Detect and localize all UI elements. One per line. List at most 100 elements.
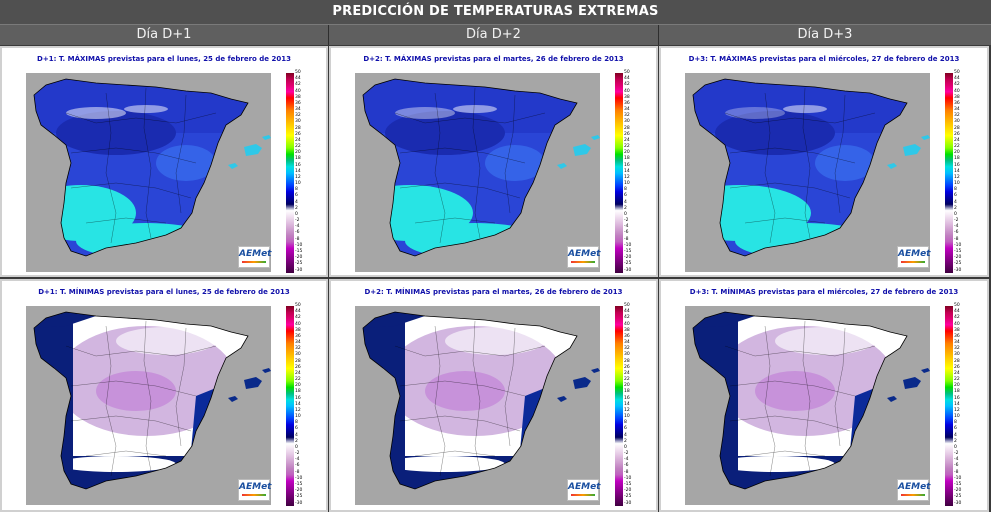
temperature-map	[685, 73, 930, 272]
scale-tick-label: 38	[954, 327, 960, 333]
map-title: D+3: T. MÍNIMAS previstas para el miérco…	[689, 288, 959, 296]
map-panel-max-d1: D+1: T. MÁXIMAS previstas para el lunes,…	[0, 46, 328, 277]
scale-tick-label: 12	[954, 174, 960, 180]
scale-tick-label: 38	[954, 94, 960, 100]
scale-tick-label: 18	[295, 389, 301, 395]
scale-tick-label: 34	[624, 340, 630, 346]
scale-tick-label: 18	[624, 156, 630, 162]
scale-tick-label: 26	[954, 364, 960, 370]
color-scale-labels: 50 44 42 40 38 36 34 32 30 28 26 24 22 20 18 16 14 12 10 8 6…	[624, 70, 636, 275]
scale-tick-label: -4	[954, 457, 959, 463]
scale-tick-label: -2	[624, 451, 629, 457]
scale-tick-label: 42	[624, 315, 630, 321]
scale-tick-label: 28	[624, 358, 630, 364]
scale-tick-label: -20	[624, 255, 632, 261]
scale-tick-label: 6	[295, 426, 298, 432]
scale-tick-label: 44	[624, 309, 630, 315]
scale-tick-label: 14	[624, 401, 630, 407]
scale-tick-label: 40	[954, 321, 960, 327]
scale-tick-label: 22	[954, 377, 960, 383]
scale-tick-label: 50	[295, 303, 301, 308]
color-scale-bar	[615, 73, 623, 273]
scale-tick-label: 8	[954, 420, 957, 426]
scale-tick-label: -25	[624, 261, 632, 267]
scale-tick-label: -25	[295, 494, 303, 500]
scale-tick-label: 12	[295, 407, 301, 413]
scale-tick-label: 8	[295, 187, 298, 193]
scale-tick-label: 28	[954, 358, 960, 364]
scale-tick-label: 6	[954, 426, 957, 432]
scale-tick-label: 2	[954, 205, 957, 211]
scale-tick-label: 2	[624, 205, 627, 211]
scale-tick-label: -15	[624, 481, 632, 487]
scale-tick-label: 14	[954, 168, 960, 174]
color-scale-bar	[945, 306, 953, 506]
scale-tick-label: 16	[624, 162, 630, 168]
scale-tick-label: 0	[624, 444, 627, 450]
scale-tick-label: 12	[624, 174, 630, 180]
temperature-map	[26, 73, 271, 272]
scale-tick-label: -10	[295, 242, 303, 248]
scale-tick-label: 22	[295, 377, 301, 383]
map-title: D+1: T. MÁXIMAS previstas para el lunes,…	[37, 55, 291, 63]
aemet-logo: AEMet	[897, 479, 930, 501]
scale-tick-label: 36	[624, 100, 630, 106]
scale-tick-label: 18	[954, 389, 960, 395]
scale-tick-label: 0	[954, 211, 957, 217]
scale-tick-label: 20	[624, 150, 630, 156]
temperature-map	[355, 73, 600, 272]
scale-tick-label: 4	[295, 432, 298, 438]
scale-tick-label: 40	[295, 88, 301, 94]
scale-tick-label: 44	[295, 309, 301, 315]
scale-tick-label: 20	[624, 383, 630, 389]
aemet-logo: AEMet	[567, 479, 600, 501]
scale-tick-label: 44	[954, 309, 960, 315]
scale-tick-label: 2	[295, 205, 298, 211]
scale-tick-label: 34	[954, 107, 960, 113]
aemet-logo: AEMet	[238, 479, 271, 501]
scale-tick-label: 8	[295, 420, 298, 426]
scale-tick-label: -15	[624, 248, 632, 254]
page-title: PREDICCIÓN DE TEMPERATURAS EXTREMAS	[0, 0, 991, 25]
scale-tick-label: 28	[954, 125, 960, 131]
aemet-logo: AEMet	[897, 246, 930, 268]
scale-tick-label: 10	[954, 181, 960, 187]
scale-tick-label: 34	[295, 340, 301, 346]
scale-tick-label: 40	[295, 321, 301, 327]
day-header-1: Día D+1	[0, 25, 329, 45]
scale-tick-label: -20	[954, 488, 962, 494]
scale-tick-label: -10	[624, 242, 632, 248]
scale-tick-label: 22	[295, 144, 301, 150]
scale-tick-label: -8	[624, 236, 629, 242]
map-title: D+2: T. MÁXIMAS previstas para el martes…	[363, 55, 624, 63]
scale-tick-label: 16	[954, 162, 960, 168]
scale-tick-label: -6	[954, 230, 959, 236]
scale-tick-label: 12	[295, 174, 301, 180]
scale-tick-label: 26	[624, 364, 630, 370]
scale-tick-label: 34	[954, 340, 960, 346]
scale-tick-label: 50	[954, 303, 960, 308]
temperature-map	[26, 306, 271, 505]
scale-tick-label: -6	[295, 230, 300, 236]
scale-tick-label: 44	[295, 76, 301, 82]
scale-tick-label: 24	[295, 370, 301, 376]
scale-tick-label: 32	[954, 113, 960, 119]
scale-tick-label: -15	[954, 481, 962, 487]
scale-tick-label: 36	[624, 333, 630, 339]
scale-tick-label: 42	[624, 82, 630, 88]
scale-tick-label: 38	[624, 327, 630, 333]
scale-tick-label: 24	[954, 137, 960, 143]
scale-tick-label: -2	[954, 218, 959, 224]
color-scale-labels: 50 44 42 40 38 36 34 32 30 28 26 24 22 20 18 16 14 12 10 8 6…	[954, 70, 966, 275]
scale-tick-label: 40	[954, 88, 960, 94]
scale-tick-label: 20	[295, 383, 301, 389]
scale-tick-label: -25	[954, 494, 962, 500]
scale-tick-label: -30	[295, 267, 303, 273]
scale-tick-label: 10	[295, 181, 301, 187]
scale-tick-label: 28	[624, 125, 630, 131]
color-scale-bar	[945, 73, 953, 273]
scale-tick-label: 44	[624, 76, 630, 82]
scale-tick-label: -25	[295, 261, 303, 267]
color-scale-bar	[615, 306, 623, 506]
scale-tick-label: 36	[954, 333, 960, 339]
